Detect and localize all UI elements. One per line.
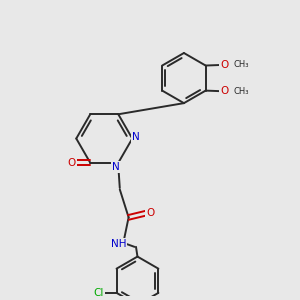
Text: N: N	[112, 162, 120, 172]
Text: CH₃: CH₃	[233, 60, 249, 69]
Text: O: O	[67, 158, 75, 168]
Text: NH: NH	[110, 239, 126, 249]
Text: Cl: Cl	[93, 288, 104, 298]
Text: O: O	[221, 60, 229, 70]
Text: CH₃: CH₃	[233, 87, 249, 96]
Text: N: N	[132, 132, 140, 142]
Text: O: O	[147, 208, 155, 218]
Text: O: O	[221, 86, 229, 96]
